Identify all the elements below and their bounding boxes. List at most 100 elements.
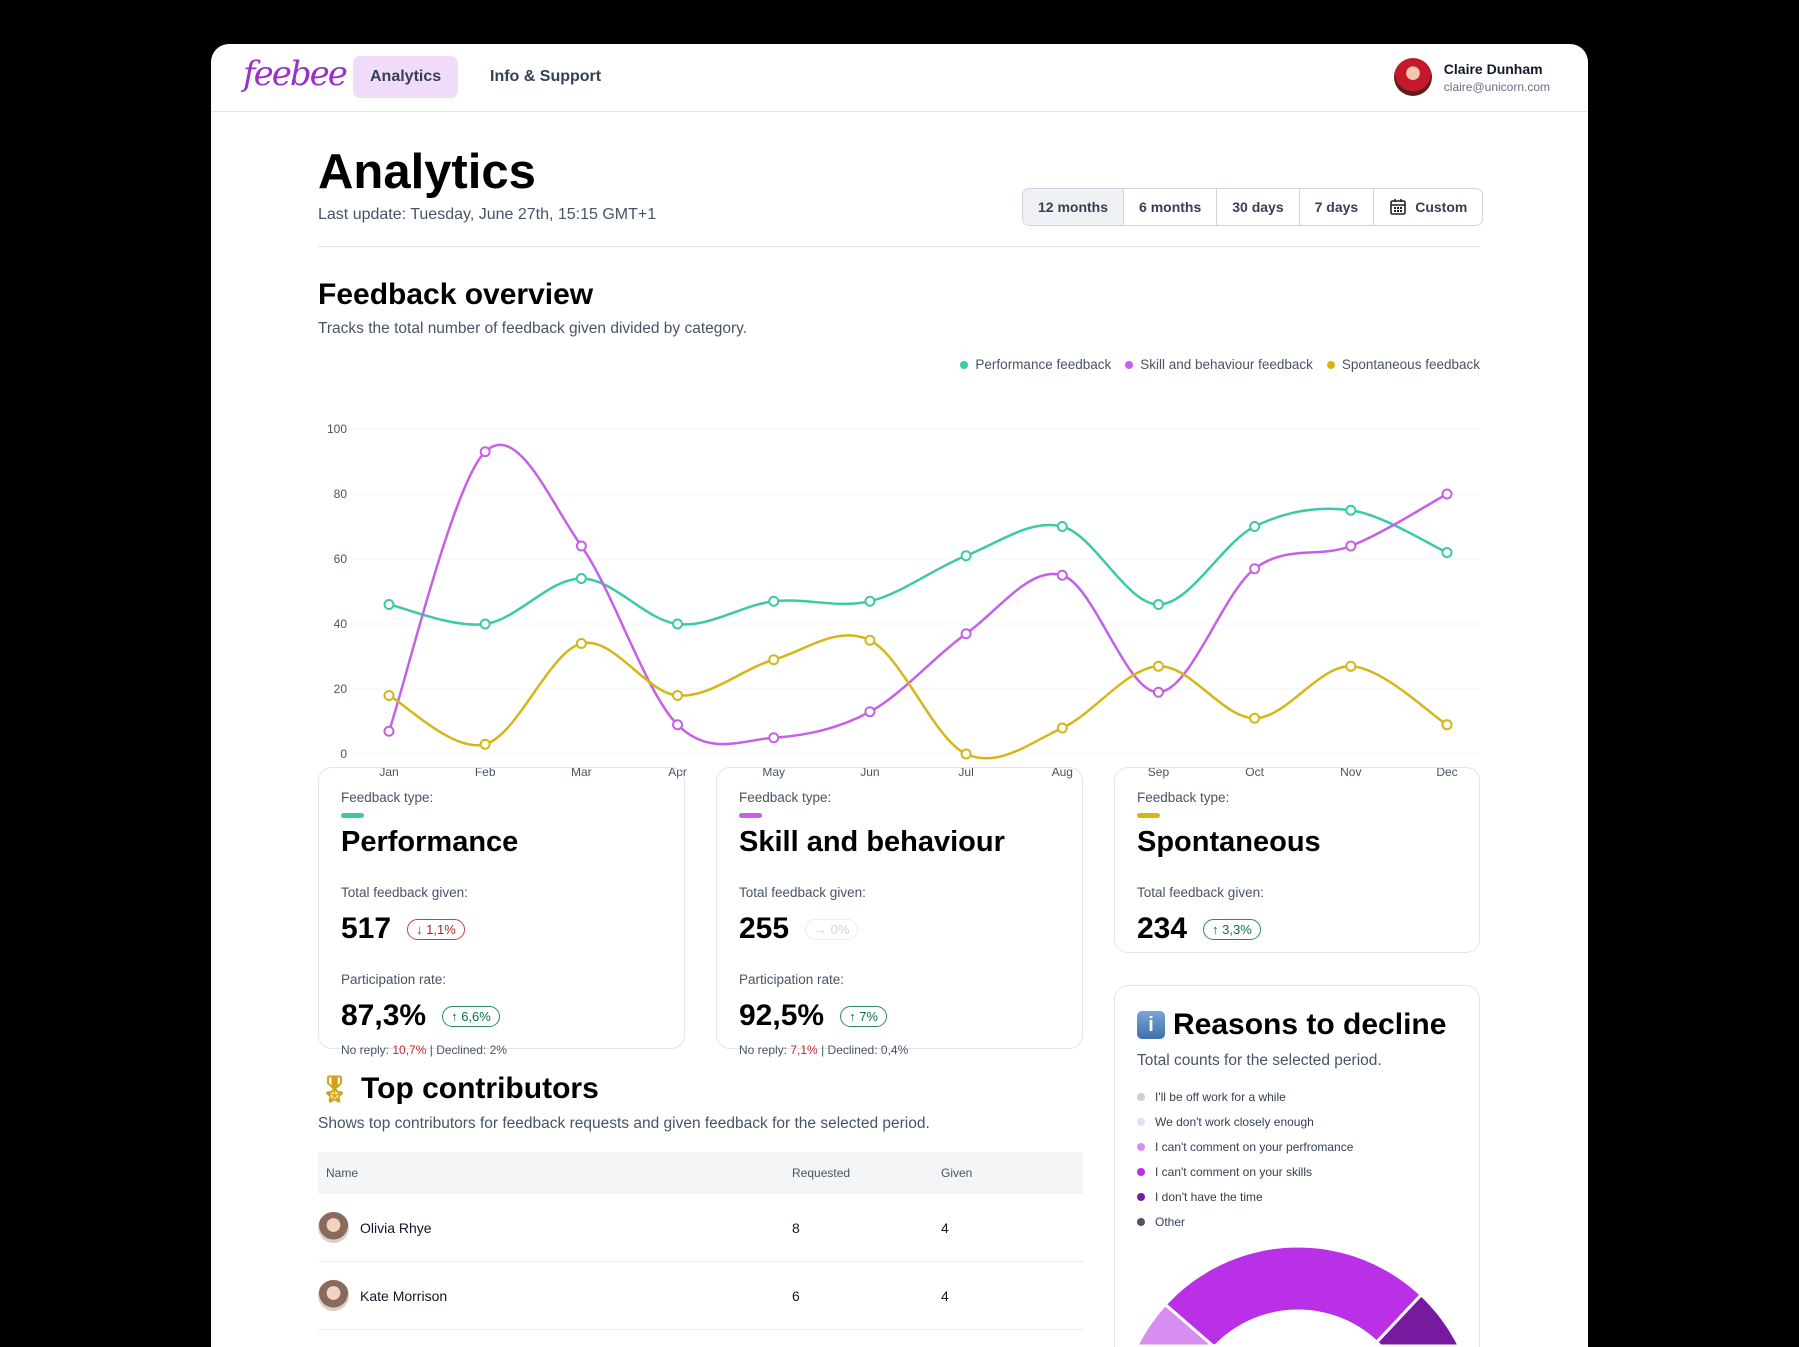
card-label: Feedback type: [739, 790, 832, 805]
contributors-title: 🎖 Top contributors [318, 1072, 599, 1105]
info-icon: i [1137, 1011, 1165, 1039]
data-point[interactable] [864, 595, 876, 607]
data-point[interactable] [1249, 712, 1261, 724]
nav-analytics[interactable]: Analytics [353, 56, 459, 98]
table-row[interactable]: Olivia Rhye 8 4 [318, 1194, 1083, 1262]
reason-legend-item: Other [1137, 1209, 1457, 1234]
data-point[interactable] [575, 638, 587, 649]
avatar [1393, 58, 1432, 96]
data-point[interactable] [383, 599, 395, 610]
data-point[interactable] [575, 540, 587, 552]
data-point[interactable] [1056, 521, 1068, 532]
y-tick-label: 40 [334, 617, 348, 631]
requested-count: 8 [792, 1220, 800, 1236]
range-6-months[interactable]: 6 months [1124, 189, 1218, 225]
card-footer: No reply: 10,7% | Declined: 2% [341, 1043, 507, 1057]
overview-title: Feedback overview [318, 278, 594, 311]
legend-dot [1137, 1142, 1145, 1151]
data-point[interactable] [383, 690, 395, 701]
medal-icon: 🎖 [318, 1073, 352, 1104]
donut-segment[interactable] [1374, 1292, 1473, 1346]
card-skill: Feedback type: Skill and behaviour Total… [716, 767, 1083, 1057]
card-title: Performance [341, 826, 519, 858]
data-point[interactable] [768, 732, 780, 744]
x-tick-label: Jun [860, 765, 879, 779]
data-point[interactable] [672, 618, 684, 630]
range-7-days[interactable]: 7 days [1300, 189, 1375, 225]
data-point[interactable] [960, 748, 972, 760]
total-label: Total feedback given: [1137, 885, 1264, 900]
data-point[interactable] [1152, 660, 1164, 672]
data-point[interactable] [479, 738, 491, 750]
card-title: Spontaneous [1137, 826, 1321, 858]
col-given[interactable]: Given [941, 1166, 973, 1180]
nav-info-support[interactable]: Info & Support [490, 68, 602, 85]
data-point[interactable] [1441, 719, 1453, 731]
col-name[interactable]: Name [326, 1166, 359, 1180]
given-count: 4 [941, 1220, 949, 1236]
range-12-months[interactable]: 12 months [1023, 189, 1125, 225]
y-tick-label: 20 [334, 682, 348, 696]
data-point[interactable] [479, 446, 491, 458]
change-badge: ↑ 6,6% [442, 1005, 500, 1027]
series-line [388, 634, 1448, 760]
range-selector: 12 months 6 months 30 days 7 days Custom [1022, 188, 1484, 226]
col-requested[interactable]: Requested [792, 1166, 851, 1180]
data-point[interactable] [1345, 660, 1357, 672]
data-point[interactable] [1056, 722, 1068, 734]
y-tick-label: 0 [340, 747, 347, 761]
data-point[interactable] [1345, 540, 1357, 552]
legend-dot [1137, 1192, 1145, 1201]
chart-legend: Performance feedback Skill and behaviour… [960, 357, 1480, 372]
user-menu[interactable]: Claire Dunham claire@unicorn.com [1393, 58, 1550, 96]
data-point[interactable] [1345, 504, 1357, 516]
reasons-card: i Reasons to decline Total counts for the… [1114, 985, 1480, 1347]
data-point[interactable] [1441, 488, 1453, 500]
table-row[interactable]: Kate Morrison 6 4 [318, 1262, 1083, 1330]
data-point[interactable] [479, 618, 491, 630]
user-name: Claire Dunham [1443, 60, 1543, 77]
data-point[interactable] [960, 628, 972, 640]
x-tick-label: Nov [1340, 765, 1361, 779]
reasons-subtitle: Total counts for the selected period. [1137, 1052, 1382, 1069]
user-email: claire@unicorn.com [1443, 79, 1550, 94]
data-point[interactable] [960, 550, 972, 562]
x-tick-label: Mar [571, 765, 592, 779]
data-point[interactable] [383, 725, 395, 737]
donut-segment[interactable] [1163, 1244, 1424, 1346]
data-point[interactable] [1249, 521, 1261, 532]
data-point[interactable] [864, 706, 876, 718]
legend-performance[interactable]: Performance feedback [960, 357, 1111, 372]
x-tick-label: Feb [475, 765, 496, 779]
last-update: Last update: Tuesday, June 27th, 15:15 G… [318, 206, 657, 223]
top-bar: feebee Analytics Info & Support Claire D… [211, 44, 1588, 112]
total-label: Total feedback given: [341, 885, 468, 900]
data-point[interactable] [672, 719, 684, 731]
range-custom[interactable]: Custom [1374, 189, 1482, 225]
participation-label: Participation rate: [341, 972, 447, 987]
data-point[interactable] [1152, 599, 1164, 610]
logo[interactable]: feebee [243, 54, 348, 94]
data-point[interactable] [1441, 547, 1453, 558]
overview-subtitle: Tracks the total number of feedback give… [318, 320, 748, 337]
data-point[interactable] [575, 573, 587, 584]
total-value: 255 [739, 912, 790, 945]
data-point[interactable] [672, 690, 684, 701]
color-bar [341, 813, 364, 818]
data-point[interactable] [864, 634, 876, 646]
range-30-days[interactable]: 30 days [1217, 189, 1300, 225]
legend-skill[interactable]: Skill and behaviour feedback [1125, 357, 1313, 372]
avatar [318, 1212, 349, 1243]
legend-dot [1137, 1092, 1145, 1101]
data-point[interactable] [768, 654, 780, 666]
card-label: Feedback type: [341, 790, 434, 805]
legend-dot [1137, 1167, 1145, 1176]
data-point[interactable] [768, 595, 780, 607]
data-point[interactable] [1056, 569, 1068, 581]
legend-spontaneous[interactable]: Spontaneous feedback [1326, 357, 1480, 372]
given-count: 4 [941, 1288, 949, 1304]
data-point[interactable] [1152, 686, 1164, 698]
card-spontaneous: Feedback type: Spontaneous Total feedbac… [1114, 767, 1480, 953]
x-tick-label: May [762, 765, 785, 779]
data-point[interactable] [1249, 563, 1261, 575]
